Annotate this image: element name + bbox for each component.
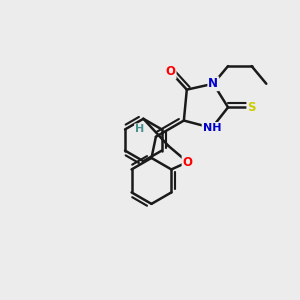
Text: N: N (208, 77, 218, 90)
Text: O: O (166, 65, 176, 79)
Text: H: H (135, 124, 144, 134)
Text: NH: NH (202, 123, 221, 133)
Text: O: O (183, 156, 193, 169)
Text: S: S (247, 101, 256, 114)
